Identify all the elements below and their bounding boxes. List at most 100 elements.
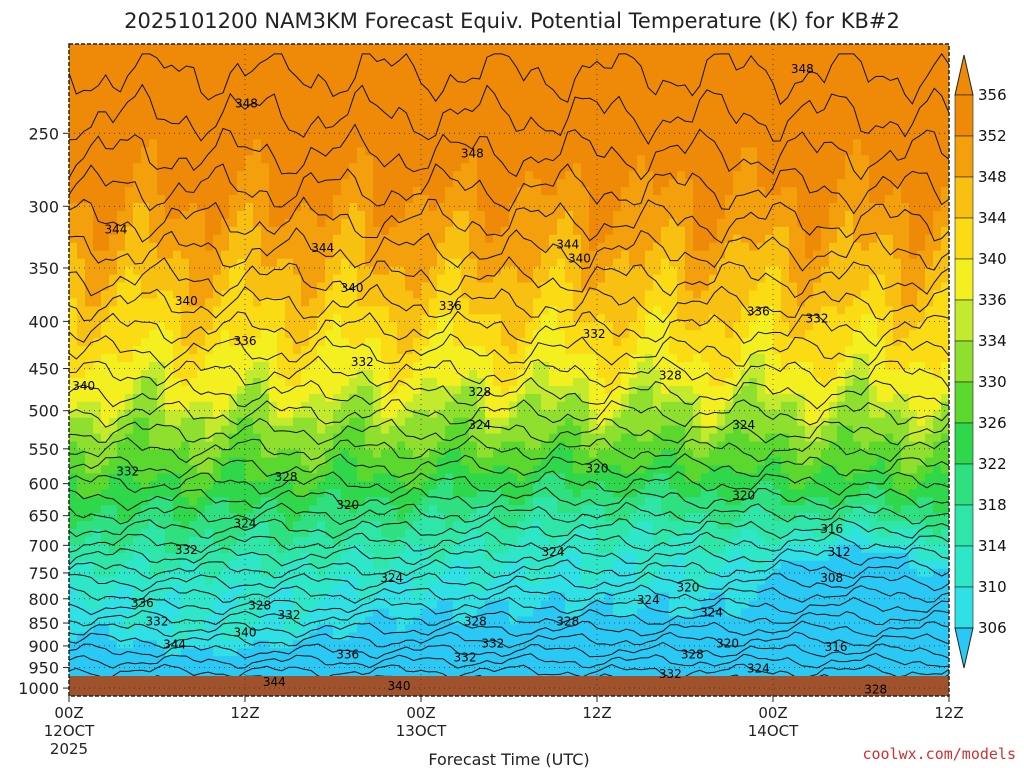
field-cell (437, 139, 446, 148)
field-cell (517, 560, 526, 570)
field-cell (261, 505, 270, 514)
field-cell (189, 290, 198, 300)
field-cell (309, 346, 318, 355)
field-cell (293, 52, 302, 61)
field-cell (405, 370, 414, 379)
field-cell (69, 131, 78, 141)
field-cell (549, 393, 558, 403)
field-cell (413, 242, 422, 252)
field-cell (301, 544, 310, 554)
field-cell (101, 44, 110, 53)
field-cell (469, 314, 478, 323)
field-cell (445, 481, 454, 490)
field-cell (437, 537, 446, 546)
field-cell (461, 52, 470, 61)
field-cell (317, 362, 326, 371)
field-cell (157, 393, 166, 403)
field-cell (125, 362, 134, 371)
field-cell (117, 433, 126, 443)
field-cell (405, 234, 414, 244)
field-cell (381, 131, 390, 141)
field-cell (421, 266, 430, 276)
field-cell (141, 131, 150, 141)
field-cell (389, 67, 398, 77)
field-cell (229, 211, 238, 220)
field-cell (165, 441, 174, 451)
field-cell (381, 59, 390, 69)
field-cell (461, 330, 470, 339)
field-cell (325, 67, 334, 77)
field-cell (517, 457, 526, 467)
field-cell (445, 632, 454, 641)
field-cell (165, 608, 174, 618)
field-cell (437, 656, 446, 665)
field-cell (149, 370, 158, 379)
field-cell (453, 449, 462, 459)
field-cell (85, 187, 94, 196)
field-cell (285, 529, 294, 538)
field-cell (149, 401, 158, 411)
field-cell (229, 171, 238, 180)
field-cell (501, 139, 510, 148)
field-cell (253, 187, 262, 196)
field-cell (213, 449, 222, 459)
field-cell (229, 123, 238, 133)
field-cell (333, 330, 342, 339)
field-cell (85, 52, 94, 61)
field-cell (397, 274, 406, 284)
field-cell (357, 401, 366, 411)
field-cell (509, 608, 518, 618)
field-cell (309, 226, 318, 236)
field-cell (253, 592, 262, 602)
field-cell (221, 75, 230, 85)
field-cell (437, 171, 446, 180)
field-cell (549, 505, 558, 514)
field-cell (501, 44, 510, 53)
field-cell (485, 250, 494, 260)
field-cell (445, 552, 454, 562)
field-cell (533, 234, 542, 244)
field-cell (381, 52, 390, 61)
field-cell (125, 99, 134, 109)
field-cell (453, 195, 462, 204)
field-cell (405, 560, 414, 570)
field-cell (341, 354, 350, 363)
field-cell (245, 314, 254, 323)
field-cell (421, 576, 430, 586)
field-cell (173, 648, 182, 657)
field-cell (149, 187, 158, 196)
field-cell (365, 242, 374, 252)
field-cell (85, 59, 94, 69)
field-cell (181, 481, 190, 490)
field-cell (189, 115, 198, 125)
field-cell (349, 656, 358, 665)
field-cell (397, 592, 406, 602)
field-cell (381, 648, 390, 657)
field-cell (125, 529, 134, 538)
field-cell (309, 298, 318, 307)
field-cell (413, 75, 422, 85)
field-cell (509, 298, 518, 307)
field-cell (293, 425, 302, 435)
field-cell (293, 576, 302, 586)
field-cell (101, 250, 110, 260)
field-cell (365, 449, 374, 459)
field-cell (165, 290, 174, 300)
field-cell (181, 362, 190, 371)
field-cell (405, 290, 414, 300)
field-cell (541, 409, 550, 419)
field-cell (453, 346, 462, 355)
field-cell (117, 346, 126, 355)
field-cell (533, 457, 542, 467)
field-cell (365, 163, 374, 172)
field-cell (405, 322, 414, 331)
field-cell (493, 107, 502, 117)
field-cell (301, 115, 310, 125)
field-cell (301, 346, 310, 355)
field-cell (373, 250, 382, 260)
field-cell (357, 544, 366, 554)
field-cell (141, 203, 150, 212)
field-cell (85, 290, 94, 300)
field-cell (125, 115, 134, 125)
field-cell (349, 234, 358, 244)
